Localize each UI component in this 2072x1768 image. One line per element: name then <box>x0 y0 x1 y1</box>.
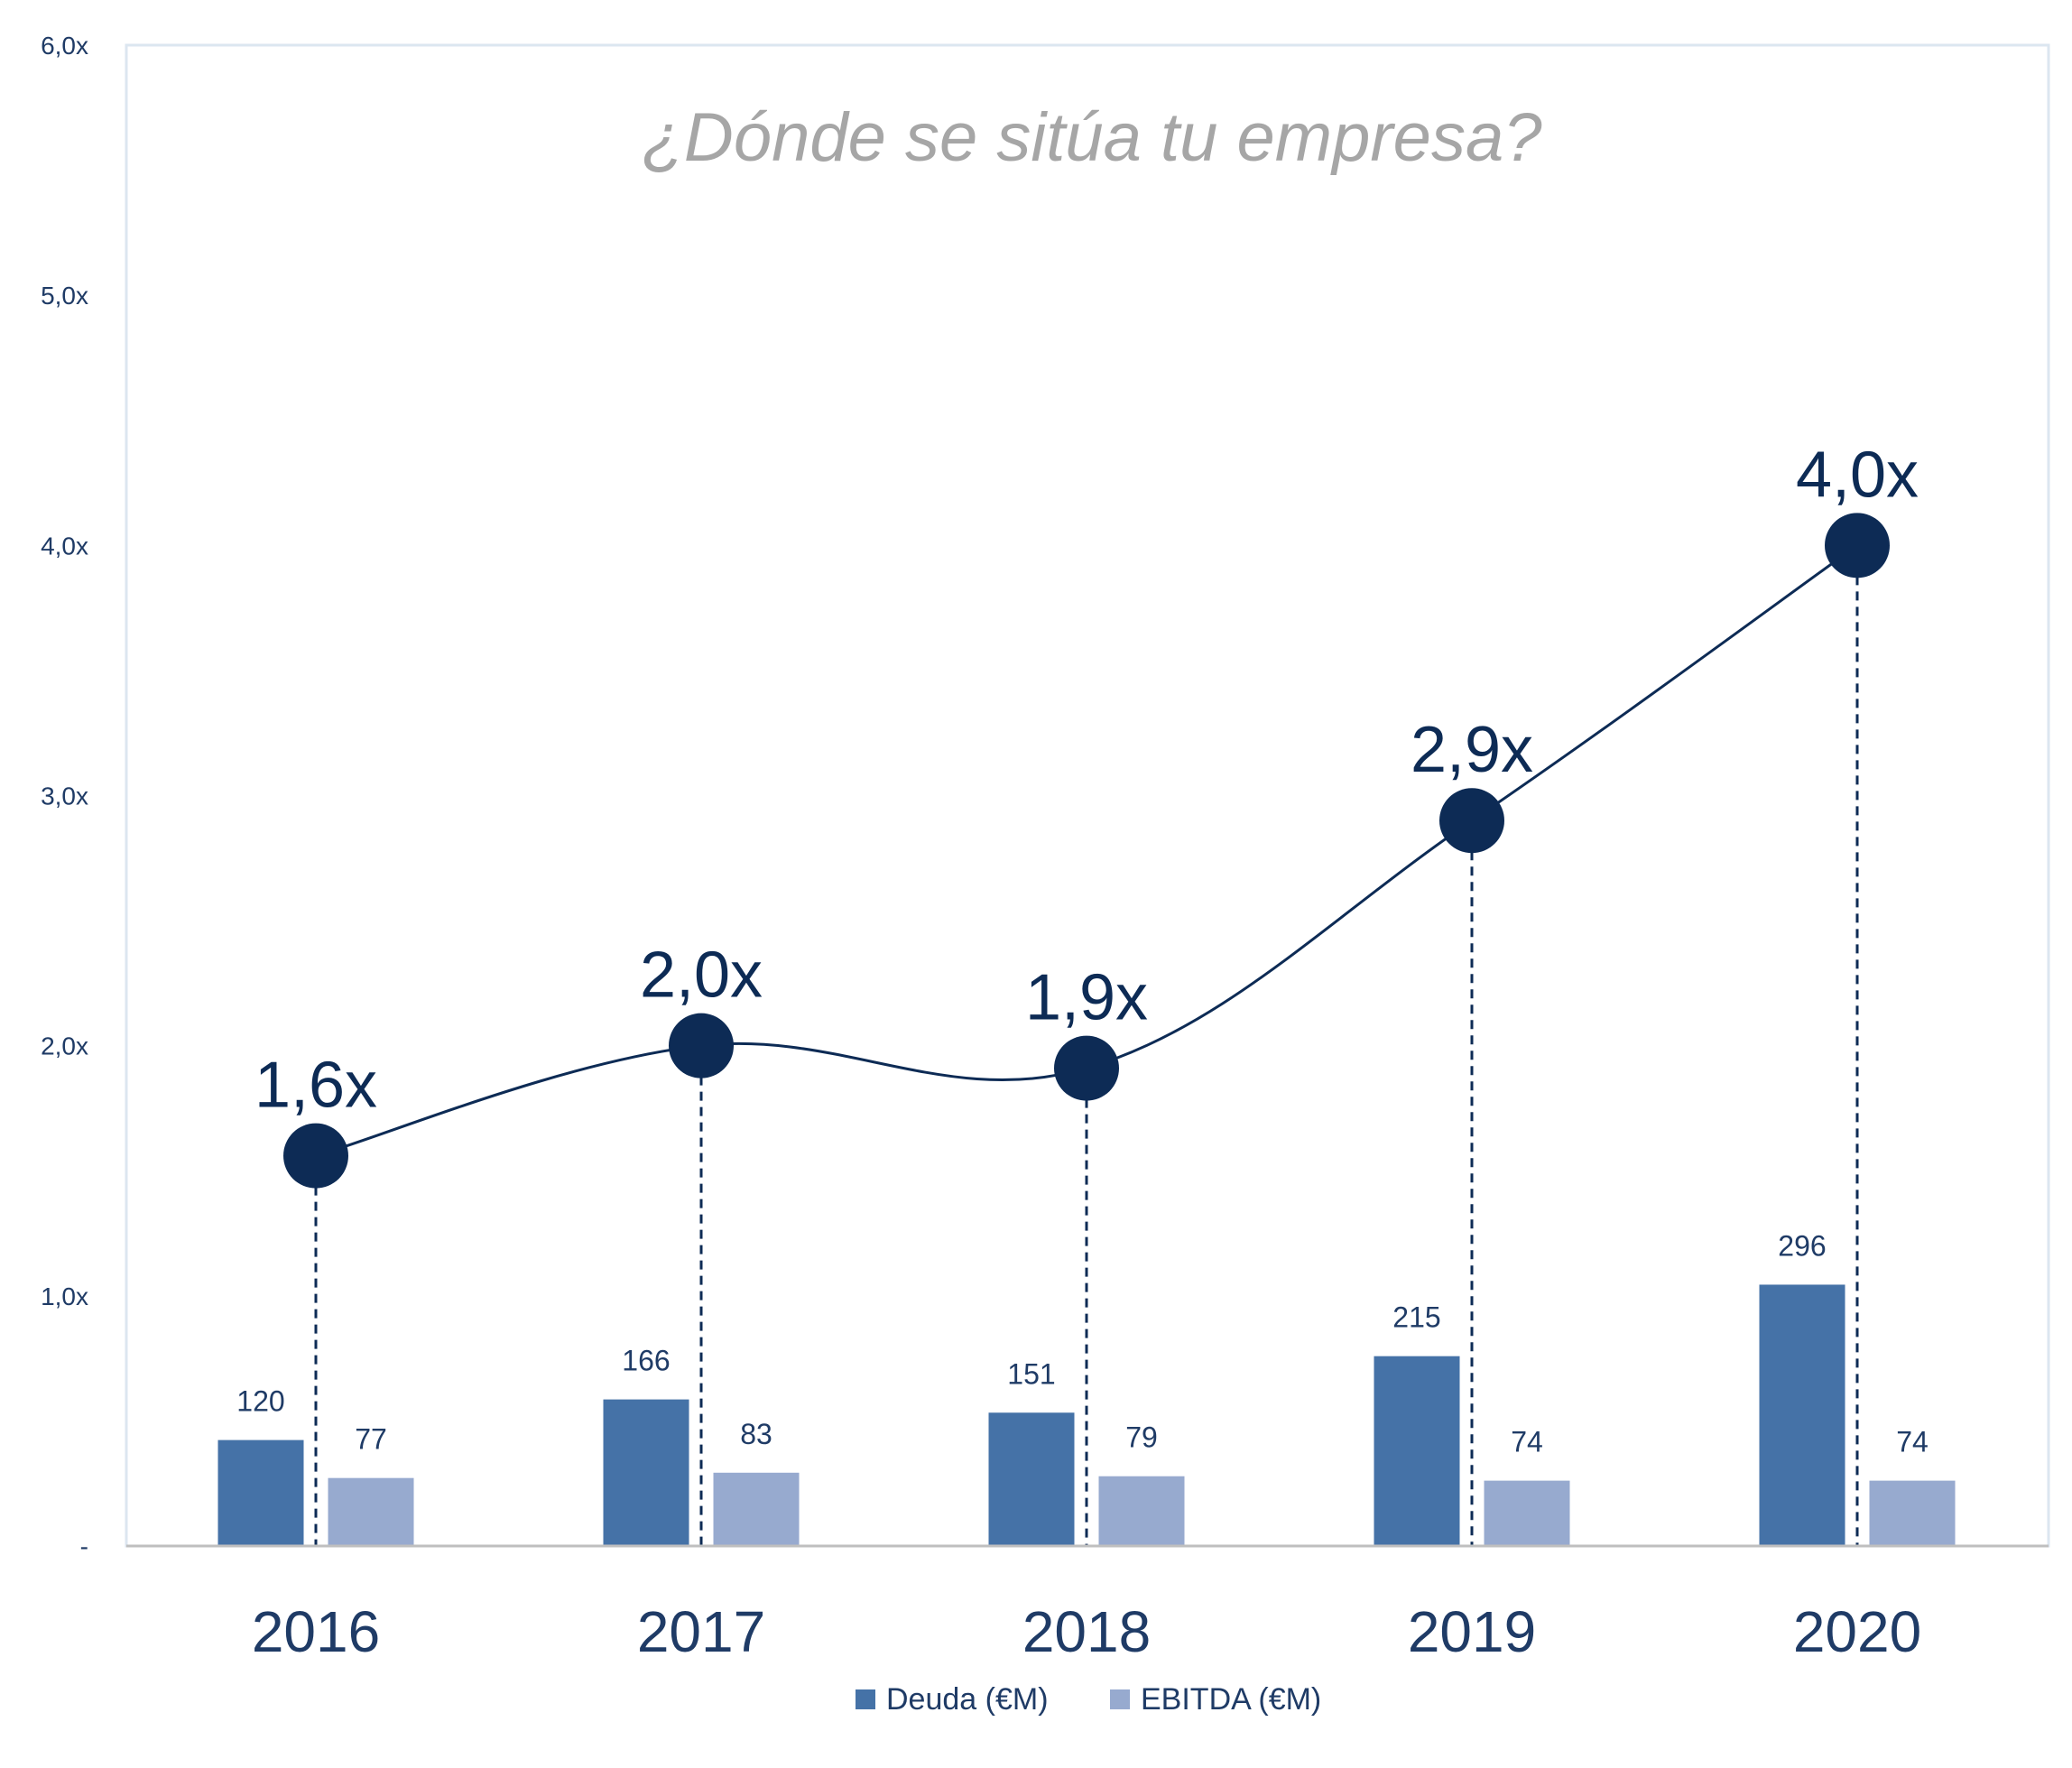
bars-layer <box>217 1284 1956 1546</box>
bar-data-label: 83 <box>740 1418 772 1450</box>
multiple-point <box>283 1123 348 1189</box>
bar-data-label: 79 <box>1125 1421 1158 1454</box>
bar-deuda <box>1759 1284 1845 1546</box>
bar-data-label: 77 <box>355 1423 387 1456</box>
bar-data-label: 120 <box>236 1385 284 1418</box>
legend: Deuda (€M) EBITDA (€M) <box>856 1682 1321 1717</box>
bar-data-label: 74 <box>1896 1426 1929 1458</box>
multiple-label: 1,9x <box>1025 962 1148 1034</box>
multiple-point <box>1054 1035 1119 1101</box>
x-tick-label: 2016 <box>252 1599 380 1664</box>
bar-ebitda <box>328 1477 414 1546</box>
bar-deuda <box>1374 1356 1460 1546</box>
bar-data-label: 296 <box>1778 1229 1826 1262</box>
x-tick-label: 2020 <box>1793 1599 1921 1664</box>
y-tick-label: 5,0x <box>41 282 88 310</box>
multiple-point <box>669 1013 734 1078</box>
multiple-label: 4,0x <box>1796 439 1919 511</box>
y-tick-label: 6,0x <box>41 32 88 60</box>
bar-deuda <box>603 1399 689 1546</box>
bar-deuda <box>217 1439 304 1546</box>
bar-data-label: 151 <box>1007 1357 1055 1390</box>
bar-data-label: 166 <box>622 1345 670 1377</box>
legend-label: Deuda (€M) <box>886 1682 1049 1717</box>
y-axis: - 1,0x 2,0x 3,0x 4,0x 5,0x 6,0x <box>41 32 88 1560</box>
plot-area-border <box>125 43 2050 1548</box>
multiple-point <box>1439 788 1504 854</box>
x-axis: 2016 2017 2018 2019 2020 <box>126 1544 2049 1664</box>
y-tick-label: 3,0x <box>41 782 88 810</box>
y-tick-label: 2,0x <box>41 1032 88 1060</box>
y-tick-label: 1,0x <box>41 1282 88 1310</box>
x-tick-label: 2018 <box>1022 1599 1151 1664</box>
line-layer <box>283 513 1890 1189</box>
legend-swatch-deuda <box>856 1689 875 1709</box>
bar-ebitda <box>1869 1480 1956 1546</box>
multiple-label: 2,9x <box>1411 714 1533 786</box>
bar-deuda <box>988 1412 1075 1546</box>
bar-data-label: 74 <box>1511 1426 1543 1458</box>
bar-ebitda <box>713 1472 800 1546</box>
chart-title: ¿Dónde se sitúa tu empresa? <box>643 99 1543 176</box>
x-tick-label: 2017 <box>637 1599 765 1664</box>
bar-ebitda <box>1484 1480 1570 1546</box>
x-tick-label: 2019 <box>1408 1599 1536 1664</box>
y-tick-label: 4,0x <box>41 532 88 560</box>
legend-label: EBITDA (€M) <box>1141 1682 1321 1717</box>
labels-layer: 120 77 166 83 151 79 215 74 296 74 1,6x 2,0x 1,9x 2,9… <box>236 439 1928 1458</box>
legend-swatch-ebitda <box>1110 1689 1130 1709</box>
droplines-layer <box>314 545 1859 1546</box>
y-tick-label: - <box>80 1532 88 1560</box>
multiple-label: 2,0x <box>640 940 763 1012</box>
bar-ebitda <box>1098 1476 1185 1546</box>
multiple-point <box>1825 513 1890 579</box>
multiple-label: 1,6x <box>254 1050 377 1122</box>
bar-data-label: 215 <box>1392 1301 1440 1334</box>
